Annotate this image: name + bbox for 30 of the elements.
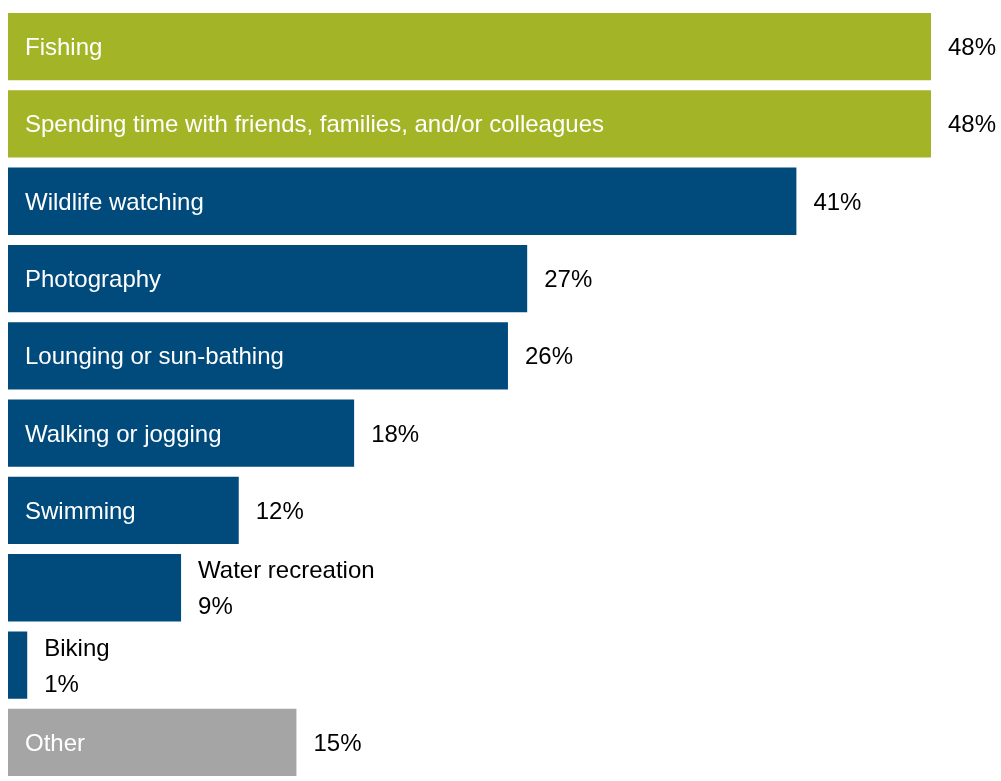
data-label: 48%: [948, 33, 997, 61]
data-label: 12%: [255, 496, 304, 524]
bar: [8, 90, 931, 158]
y-tick-label: Spending time with friends, families, and/or colleagues: [25, 110, 604, 138]
bar: [8, 167, 797, 235]
y-tick-label: Swimming: [25, 496, 136, 524]
data-label: 26%: [524, 342, 574, 370]
y-tick-label: Other: [25, 728, 86, 756]
bar: [8, 476, 239, 545]
data-label: 15%: [313, 728, 362, 756]
data-label: 27%: [544, 265, 593, 293]
data-label: 48%: [948, 110, 997, 138]
bar: [8, 708, 297, 776]
data-label: 1%: [44, 669, 79, 697]
bar: [8, 631, 28, 699]
bar: [8, 13, 931, 81]
y-tick-label: Lounging or sun-bathing: [25, 342, 284, 370]
y-tick-label: Wildlife watching: [25, 187, 204, 215]
y-tick-label: Walking or jogging: [25, 419, 222, 447]
y-tick-label: Biking: [44, 633, 110, 661]
bar: [8, 322, 508, 390]
y-tick-label: Fishing: [25, 33, 103, 61]
bar: [8, 244, 528, 313]
data-label: 18%: [371, 419, 420, 447]
bar: [8, 399, 355, 467]
data-label: 9%: [198, 592, 233, 620]
bar: [8, 554, 182, 622]
y-tick-label: Water recreation: [198, 556, 375, 584]
data-label: 41%: [813, 187, 862, 215]
y-tick-label: Photography: [25, 265, 162, 293]
